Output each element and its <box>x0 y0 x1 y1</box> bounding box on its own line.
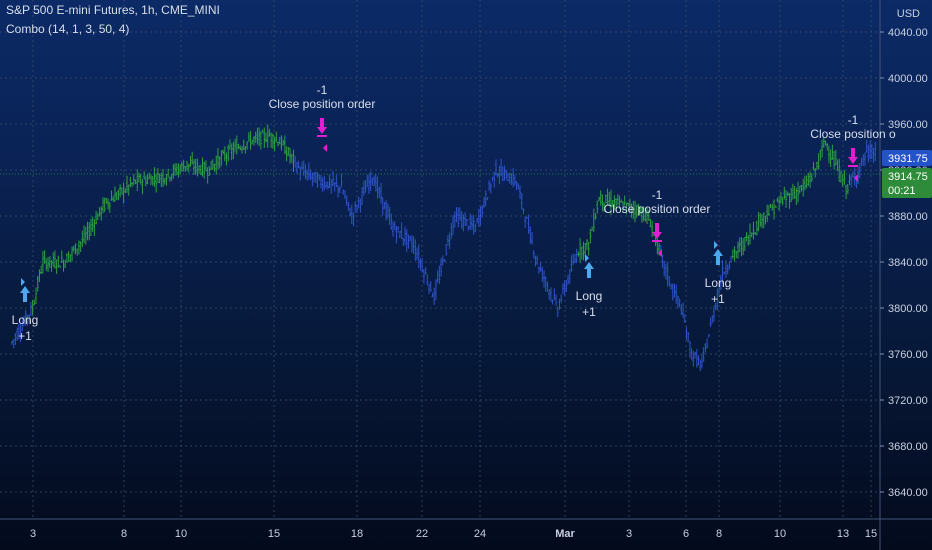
exit-flag-icon <box>323 144 327 152</box>
currency-label: USD <box>896 8 920 20</box>
exit-qty: -1 <box>317 83 328 97</box>
long-entry-flag-icon <box>714 241 718 249</box>
countdown-text: 00:21 <box>888 185 916 197</box>
exit-qty: -1 <box>652 188 663 202</box>
long-qty: +1 <box>582 305 596 319</box>
long-qty: +1 <box>711 292 725 306</box>
y-tick-label: 3800.00 <box>888 303 928 315</box>
current-price-label-bg <box>882 168 932 198</box>
long-arrow-icon[interactable] <box>713 249 723 265</box>
x-tick-label: 10 <box>774 528 786 540</box>
current-price-text: 3914.75 <box>888 171 928 183</box>
y-tick-label: 4040.00 <box>888 27 928 39</box>
long-label: Long <box>576 289 603 303</box>
long-entry-flag-icon <box>585 254 589 262</box>
x-tick-label: 3 <box>626 528 632 540</box>
x-tick-label: 6 <box>683 528 689 540</box>
exit-flag-icon <box>854 174 858 182</box>
exit-flag-icon <box>658 249 662 257</box>
exit-qty: -1 <box>848 113 859 127</box>
long-label: Long <box>12 313 39 327</box>
long-arrow-icon[interactable] <box>584 262 594 278</box>
y-tick-label: 4000.00 <box>888 73 928 85</box>
x-tick-label: 15 <box>865 528 877 540</box>
x-tick-label: 18 <box>351 528 363 540</box>
x-tick-label: 13 <box>837 528 849 540</box>
exit-label: Close position order <box>604 202 711 216</box>
exit-bar-icon <box>848 165 858 167</box>
x-tick-label: 8 <box>121 528 127 540</box>
long-arrow-icon[interactable] <box>20 286 30 302</box>
x-tick-label: 10 <box>175 528 187 540</box>
x-tick-label: 3 <box>30 528 36 540</box>
last-price-label-bg <box>882 150 932 166</box>
x-tick-label: 24 <box>474 528 486 540</box>
y-tick-label: 3640.00 <box>888 487 928 499</box>
x-tick-label: Mar <box>555 528 575 540</box>
y-tick-label: 3680.00 <box>888 441 928 453</box>
exit-arrow-icon[interactable] <box>317 118 327 134</box>
x-tick-label: 15 <box>268 528 280 540</box>
symbol-title[interactable]: S&P 500 E-mini Futures, 1h, CME_MINI <box>6 3 220 17</box>
long-label: Long <box>705 276 732 290</box>
exit-bar-icon <box>652 240 662 242</box>
x-tick-label: 8 <box>716 528 722 540</box>
y-tick-label: 3760.00 <box>888 349 928 361</box>
y-tick-label: 3720.00 <box>888 395 928 407</box>
long-qty: +1 <box>18 329 32 343</box>
exit-arrow-icon[interactable] <box>652 223 662 239</box>
exit-label: Close position order <box>269 97 376 111</box>
x-tick-label: 22 <box>416 528 428 540</box>
y-tick-label: 3840.00 <box>888 257 928 269</box>
last-price-text: 3931.75 <box>888 153 928 165</box>
indicator-legend[interactable]: Combo (14, 1, 3, 50, 4) <box>6 22 130 36</box>
y-tick-label: 3960.00 <box>888 119 928 131</box>
y-tick-label: 3880.00 <box>888 211 928 223</box>
exit-bar-icon <box>317 135 327 137</box>
exit-arrow-icon[interactable] <box>848 148 858 164</box>
long-entry-flag-icon <box>21 278 25 286</box>
exit-label: Close position o <box>810 127 896 141</box>
